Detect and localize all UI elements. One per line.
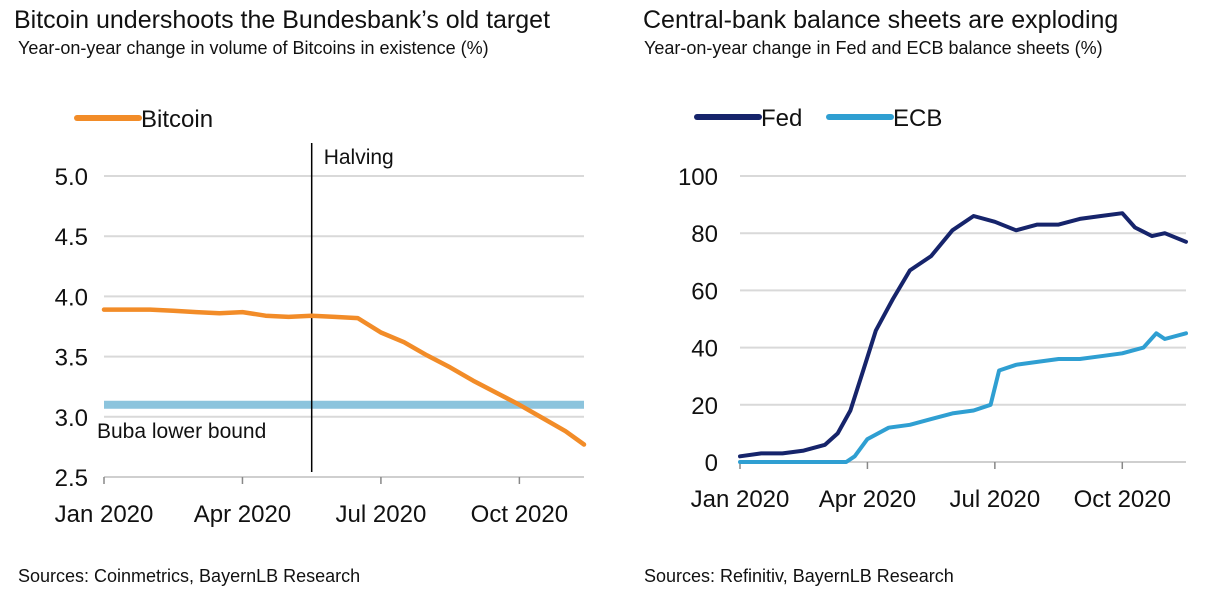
bitcoin-y-tick-label: 4.5 xyxy=(55,224,88,251)
fed-legend-label: Fed xyxy=(761,105,802,132)
bitcoin-x-tick-label: Jul 2020 xyxy=(336,501,427,528)
bitcoin-x-tick-label: Jan 2020 xyxy=(55,501,154,528)
cb-x-tick-label: Oct 2020 xyxy=(1074,486,1171,513)
ecb-series-line xyxy=(738,331,1188,464)
right-chart-subtitle: Year-on-year change in Fed and ECB balan… xyxy=(644,38,1103,58)
fed-series-line xyxy=(738,211,1188,459)
ecb-legend-label: ECB xyxy=(893,105,942,132)
cb-x-tick-label: Jan 2020 xyxy=(691,486,790,513)
cb-x-tick-label: Jul 2020 xyxy=(949,486,1040,513)
right-chart-title: Central-bank balance sheets are explodin… xyxy=(643,6,1119,34)
bitcoin-y-tick-label: 3.0 xyxy=(55,405,88,432)
cb-y-tick-label: 100 xyxy=(678,164,718,191)
bitcoin-x-tick-label: Oct 2020 xyxy=(471,501,568,528)
halving-label: Halving xyxy=(324,146,394,169)
cb-y-tick-label: 80 xyxy=(691,221,718,248)
bitcoin-y-tick-label: 5.0 xyxy=(55,164,88,191)
right-chart-source: Sources: Refinitiv, BayernLB Research xyxy=(644,566,954,586)
bitcoin-series-line xyxy=(101,307,587,447)
left-chart-subtitle: Year-on-year change in volume of Bitcoin… xyxy=(18,38,489,58)
bitcoin-y-tick-label: 3.5 xyxy=(55,345,88,372)
cb-y-tick-label: 0 xyxy=(705,450,718,477)
cb-y-tick-label: 40 xyxy=(691,336,718,363)
bitcoin-x-tick-label: Apr 2020 xyxy=(194,501,291,528)
bitcoin-legend-label: Bitcoin xyxy=(141,106,213,133)
left-chart-title: Bitcoin undershoots the Bundesbank’s old… xyxy=(14,6,551,34)
bitcoin-y-tick-label: 4.0 xyxy=(55,284,88,311)
cb-y-tick-label: 20 xyxy=(691,393,718,420)
left-chart-source: Sources: Coinmetrics, BayernLB Research xyxy=(18,566,361,586)
buba-lower-bound-label: Buba lower bound xyxy=(97,420,266,443)
cb-x-tick-label: Apr 2020 xyxy=(819,486,916,513)
bitcoin-y-tick-label: 2.5 xyxy=(55,465,88,492)
cb-y-tick-label: 60 xyxy=(691,278,718,305)
